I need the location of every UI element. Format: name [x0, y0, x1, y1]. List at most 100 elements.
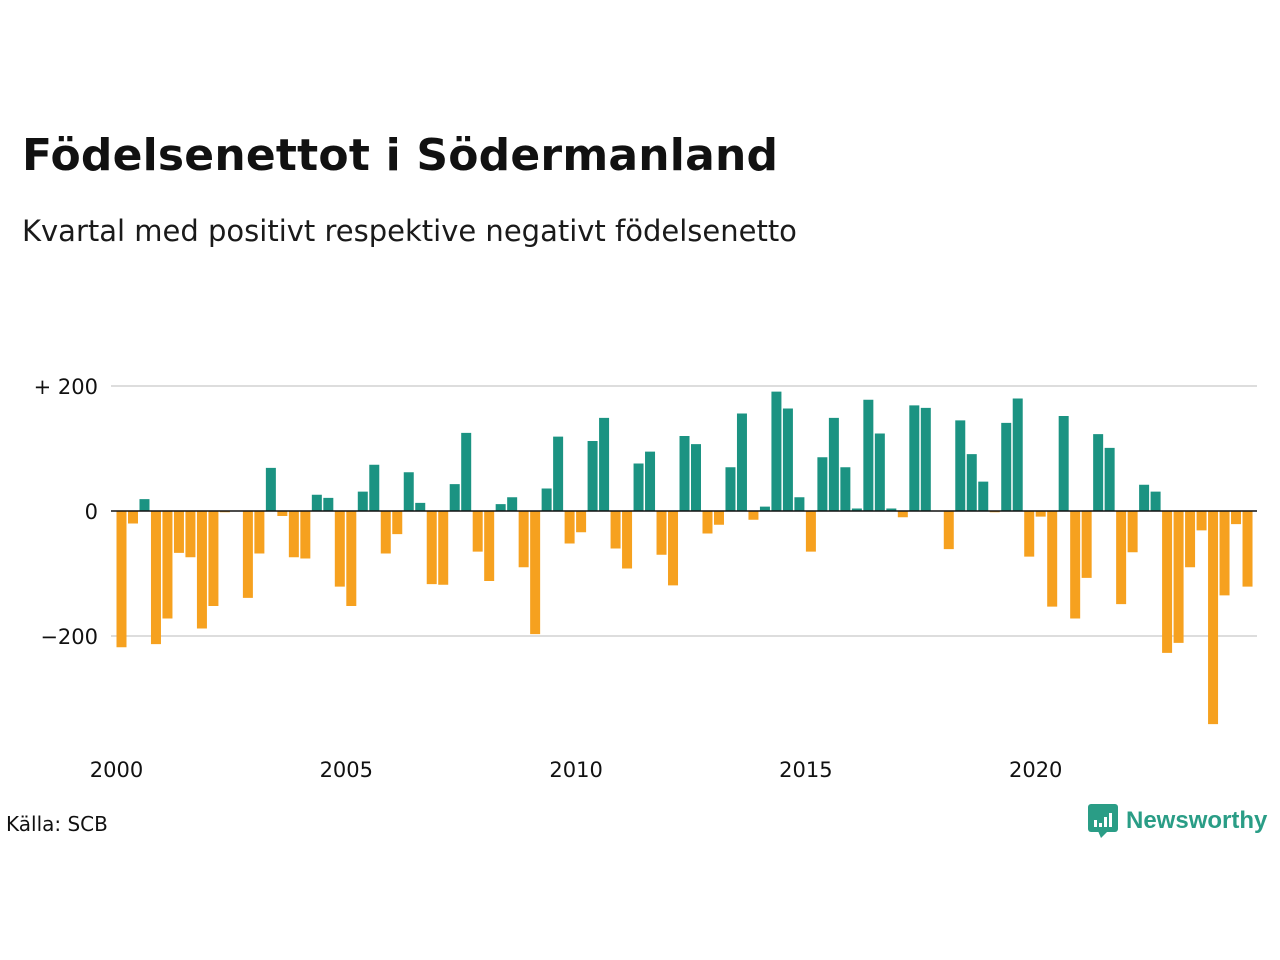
- bar: [679, 436, 690, 511]
- bar: [955, 420, 966, 511]
- bar: [162, 511, 173, 619]
- x-tick-label: 2015: [779, 758, 832, 782]
- bar: [334, 511, 345, 587]
- bar: [587, 441, 598, 511]
- bar: [1116, 511, 1127, 605]
- bar: [794, 497, 805, 511]
- bar: [920, 407, 931, 511]
- bar: [346, 511, 357, 606]
- bar-chart: + 200 0 −200 2000 2005 2010 2015 2020: [34, 375, 1257, 782]
- source-note: Källa: SCB: [6, 812, 108, 836]
- bar: [886, 508, 897, 511]
- bar: [426, 511, 437, 585]
- bar: [530, 511, 541, 635]
- x-tick-label: 2010: [549, 758, 602, 782]
- bar: [897, 511, 908, 518]
- bar: [656, 511, 667, 555]
- bar: [1185, 511, 1196, 568]
- bar: [1196, 511, 1207, 531]
- bar: [725, 467, 736, 511]
- bar: [1012, 398, 1023, 511]
- bar: [1242, 511, 1253, 587]
- bar: [633, 463, 644, 511]
- bar: [415, 502, 426, 511]
- chart-subtitle: Kvartal med positivt respektive negativt…: [22, 214, 797, 248]
- bar: [736, 413, 747, 511]
- bar: [449, 484, 460, 511]
- bar: [1231, 511, 1242, 525]
- bar: [127, 511, 138, 524]
- y-tick-label: + 200: [34, 375, 98, 399]
- x-tick-label: 2020: [1009, 758, 1062, 782]
- bar: [369, 464, 380, 511]
- bar: [863, 399, 874, 511]
- bar: [116, 511, 127, 648]
- bar: [702, 511, 713, 534]
- bar: [1081, 511, 1092, 578]
- bar: [771, 391, 782, 511]
- bar: [943, 511, 954, 550]
- newsworthy-logo-icon: [1088, 804, 1118, 838]
- bar: [1093, 434, 1104, 511]
- x-tick-label: 2000: [90, 758, 143, 782]
- bar: [265, 467, 276, 511]
- bar: [392, 511, 403, 535]
- brand-logo[interactable]: Newsworthy: [1088, 804, 1267, 838]
- bar: [438, 511, 449, 585]
- bar: [472, 511, 483, 552]
- bar: [1070, 511, 1081, 619]
- x-axis-ticks: 2000 2005 2010 2015 2020: [90, 758, 1063, 782]
- bar: [782, 408, 793, 511]
- gridlines: [111, 385, 1257, 637]
- bar: [599, 417, 610, 511]
- bar: [1058, 416, 1069, 511]
- bar: [541, 488, 552, 511]
- bar: [1208, 511, 1219, 725]
- bar: [461, 432, 472, 511]
- bar: [1024, 511, 1035, 557]
- bar: [1162, 511, 1173, 653]
- bar: [1219, 511, 1230, 596]
- bar: [139, 499, 150, 511]
- brand-name: Newsworthy: [1126, 807, 1268, 834]
- bar: [507, 497, 518, 511]
- bar: [817, 457, 828, 511]
- bar: [300, 511, 311, 559]
- bar: [1139, 484, 1150, 511]
- bar: [1127, 511, 1138, 553]
- bar: [668, 511, 679, 586]
- bar: [1150, 491, 1161, 511]
- bar: [380, 511, 391, 554]
- bar: [840, 467, 851, 511]
- bar: [1035, 511, 1046, 517]
- bar: [576, 511, 587, 533]
- bar: [495, 504, 506, 511]
- y-tick-label: 0: [85, 500, 98, 524]
- bar: [1173, 511, 1184, 643]
- bar: [208, 511, 219, 606]
- y-tick-label: −200: [40, 625, 98, 649]
- bar: [691, 444, 701, 511]
- bar: [484, 511, 495, 581]
- bar: [288, 511, 299, 558]
- bar: [645, 451, 656, 511]
- bar: [173, 511, 184, 553]
- bar: [150, 511, 161, 645]
- bar: [828, 417, 839, 511]
- bar: [403, 472, 414, 511]
- bar: [196, 511, 207, 629]
- bar: [1104, 447, 1115, 511]
- bar: [357, 491, 368, 511]
- bar: [874, 433, 885, 511]
- bar: [1001, 422, 1012, 511]
- bar: [518, 511, 529, 568]
- bar: [966, 454, 977, 511]
- bar: [909, 405, 920, 511]
- bar: [805, 511, 816, 552]
- bar: [254, 511, 265, 554]
- bar: [564, 511, 575, 544]
- bar: [978, 481, 989, 511]
- bar: [610, 511, 621, 549]
- bar: [553, 436, 564, 511]
- y-axis-ticks: + 200 0 −200: [34, 375, 98, 649]
